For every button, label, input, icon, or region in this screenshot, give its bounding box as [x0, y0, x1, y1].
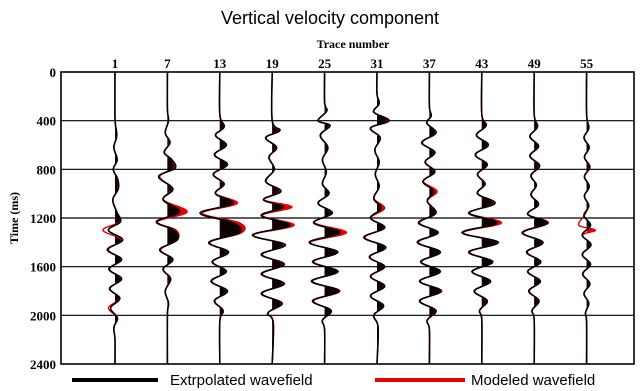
x-tick-label: 7	[164, 56, 171, 71]
chart-title: Vertical velocity component	[221, 8, 439, 28]
trace-31	[362, 71, 390, 365]
trace-25	[308, 71, 348, 365]
x-tick-label: 37	[423, 56, 437, 71]
y-tick-label: 400	[37, 114, 57, 129]
trace-55-extrapolated-line	[581, 71, 592, 364]
x-tick-label: 43	[475, 56, 489, 71]
y-tick-label: 1200	[30, 211, 56, 226]
trace-49-extrapolated-line	[521, 71, 549, 365]
x-tick-label: 31	[371, 56, 384, 71]
trace-43-extrapolated-line	[460, 71, 500, 365]
trace-55	[577, 71, 597, 364]
trace-25-extrapolated-fill	[324, 72, 340, 364]
trace-25-extrapolated-line	[308, 71, 341, 365]
trace-43	[460, 71, 503, 365]
trace-7	[155, 72, 188, 364]
trace-13-extrapolated-line	[198, 71, 243, 365]
legend: Extrpolated wavefield Modeled wavefield	[72, 372, 595, 389]
x-tick-labels: 1 7 13 19 25 31 37 43 49 55	[112, 56, 594, 71]
trace-19	[251, 71, 296, 365]
y-axis-label: Time (ms)	[7, 192, 21, 244]
x-tick-label: 13	[213, 56, 227, 71]
x-axis-label: Trace number	[317, 37, 390, 51]
plot-frame	[60, 71, 635, 365]
y-tick-label: 800	[37, 162, 57, 177]
x-tick-label: 49	[528, 56, 542, 71]
trace-49	[521, 71, 550, 365]
x-tick-label: 25	[318, 56, 332, 71]
legend-label-modeled: Modeled wavefield	[471, 372, 595, 389]
trace-1-extrapolated-line	[106, 71, 124, 364]
y-tick-label: 2000	[30, 308, 56, 323]
trace-37-extrapolated-fill	[429, 72, 442, 364]
trace-19-extrapolated-line	[251, 71, 291, 365]
trace-7-extrapolated-line	[155, 72, 181, 364]
x-tick-label: 55	[580, 56, 594, 71]
x-tick-label: 1	[112, 56, 119, 71]
trace-37-extrapolated-line	[416, 71, 443, 365]
trace-31-extrapolated-line	[362, 71, 390, 365]
trace-1-extrapolated-fill	[115, 72, 123, 364]
trace-13	[198, 71, 246, 365]
y-tick-label: 0	[50, 65, 57, 80]
trace-1	[102, 71, 124, 364]
y-tick-label: 1600	[30, 260, 56, 275]
wiggle-traces	[102, 71, 597, 365]
y-tick-labels: 0 400 800 1200 1600 2000 2400	[30, 65, 56, 372]
trace-37	[416, 71, 443, 365]
legend-label-extrapolated: Extrpolated wavefield	[170, 372, 313, 389]
y-tick-label: 2400	[30, 357, 56, 372]
x-tick-label: 19	[266, 56, 280, 71]
grid-lines	[61, 120, 634, 316]
trace-43-extrapolated-fill	[481, 72, 499, 364]
